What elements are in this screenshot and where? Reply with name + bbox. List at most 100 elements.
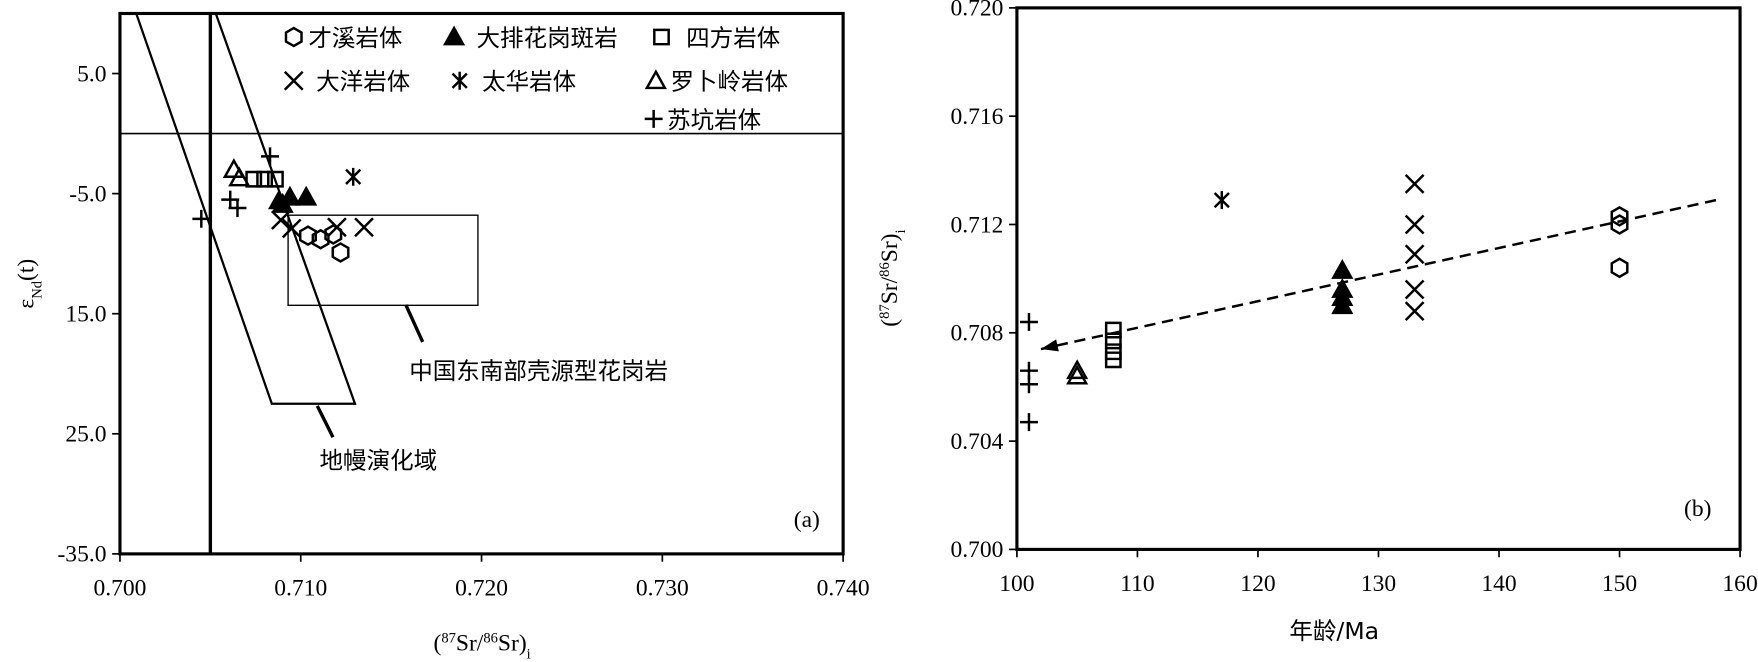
label-part: ( [433, 630, 441, 656]
x-tick-label: 0.710 [274, 575, 327, 601]
marker [1404, 301, 1425, 321]
x-tick-label: 0.720 [455, 575, 508, 601]
marker [345, 167, 362, 186]
marker [1104, 321, 1122, 339]
marker [1066, 364, 1089, 385]
marker [295, 185, 318, 206]
label-part: 年龄/Ma [1289, 617, 1379, 645]
y-tick-label: 25.0 [65, 422, 106, 448]
marker [1610, 214, 1629, 235]
y-tick-label: 0.700 [950, 537, 1003, 563]
y-tick-label: 0.708 [950, 321, 1003, 347]
marker [331, 242, 350, 263]
x-tick-label: 0.700 [93, 575, 146, 601]
arrow-head [1041, 339, 1059, 352]
x-axis-label: (87Sr/86Sr)i [433, 630, 530, 662]
legend-marker [443, 25, 466, 46]
marker [271, 192, 294, 213]
x-tick-label: 130 [1361, 571, 1396, 597]
marker [1104, 351, 1122, 369]
trend-line [1040, 198, 1717, 351]
x-tick-label: 140 [1481, 571, 1516, 597]
y-axis-label: (87Sr/86Sr)i [877, 229, 909, 326]
label-part: i [527, 646, 531, 662]
marker [1610, 257, 1629, 279]
marker [271, 210, 291, 230]
marker [267, 170, 284, 188]
label-part: 87 [441, 630, 456, 646]
legend-marker [653, 28, 670, 46]
y-axis-label: εNd(t) [14, 259, 46, 309]
legend-marker [283, 70, 304, 91]
y-tick-label: 15.0 [65, 302, 106, 328]
legend-label: 大洋岩体 [316, 68, 410, 96]
marker [1104, 332, 1122, 350]
y-tick-label: 0.716 [950, 104, 1003, 130]
legend-marker [644, 69, 667, 90]
x-tick-label: 150 [1602, 571, 1637, 597]
marker [327, 217, 347, 238]
y-tick-label: 0.704 [950, 429, 1003, 455]
legend-label: 太华岩体 [482, 68, 576, 96]
x-axis-label: 年龄/Ma [1289, 617, 1379, 645]
marker [1404, 279, 1425, 300]
x-tick-label: 110 [1120, 571, 1154, 597]
marker [228, 199, 247, 217]
y-tick-label: 0.712 [950, 212, 1003, 238]
label-part: 87 [877, 304, 893, 319]
label-part: Sr) [877, 234, 903, 263]
marker [1331, 259, 1354, 279]
marker [228, 166, 251, 187]
y-tick-label: 5.0 [77, 61, 106, 87]
leader-line [315, 405, 335, 439]
legend-label: 才溪岩体 [308, 24, 402, 52]
marker [256, 170, 274, 188]
marker [1404, 244, 1425, 265]
marker [1213, 191, 1230, 210]
marker [261, 147, 279, 166]
x-tick-label: 0.730 [636, 575, 689, 601]
label-part: Sr/ [877, 276, 903, 304]
marker [221, 190, 240, 209]
region [287, 214, 479, 306]
marker [1610, 205, 1629, 227]
legend-marker [284, 26, 303, 48]
legend-label: 大排花岗斑岩 [476, 24, 617, 52]
y-tick-label: -5.0 [69, 181, 106, 207]
marker [281, 218, 302, 239]
marker [1019, 375, 1038, 394]
legend-label: 苏坑岩体 [667, 106, 761, 134]
marker [192, 209, 211, 228]
marker [1404, 214, 1425, 235]
marker [1404, 174, 1425, 194]
marker [354, 217, 374, 238]
x-tick-label: 160 [1722, 571, 1757, 597]
label-part: Sr/ [456, 630, 484, 656]
legend-marker [451, 71, 468, 90]
label-part: ε [14, 299, 40, 309]
plot-frame [118, 11, 845, 556]
marker [298, 225, 317, 247]
y-tick-label: 0.720 [950, 0, 1003, 22]
marker [1019, 413, 1038, 432]
annotation: 地幔演化域 [320, 447, 438, 475]
x-tick-label: 120 [1240, 571, 1275, 597]
marker [1019, 312, 1038, 331]
label-part: Sr) [498, 630, 527, 656]
label-part: (t) [14, 259, 40, 281]
leader-line [404, 304, 425, 343]
annotation: 中国东南部壳源型花岗岩 [409, 357, 668, 385]
x-tick-label: 0.740 [817, 575, 870, 601]
legend-marker [644, 109, 663, 128]
label-part: ( [877, 319, 903, 327]
legend-label: 罗卜岭岩体 [670, 68, 788, 96]
region [135, 13, 357, 405]
marker [1066, 359, 1089, 380]
plot-frame [1015, 6, 1742, 551]
panel-tag: (b) [1684, 496, 1711, 522]
x-tick-label: 100 [999, 571, 1034, 597]
label-part: 86 [483, 630, 498, 646]
legend-label: 四方岩体 [686, 24, 780, 52]
